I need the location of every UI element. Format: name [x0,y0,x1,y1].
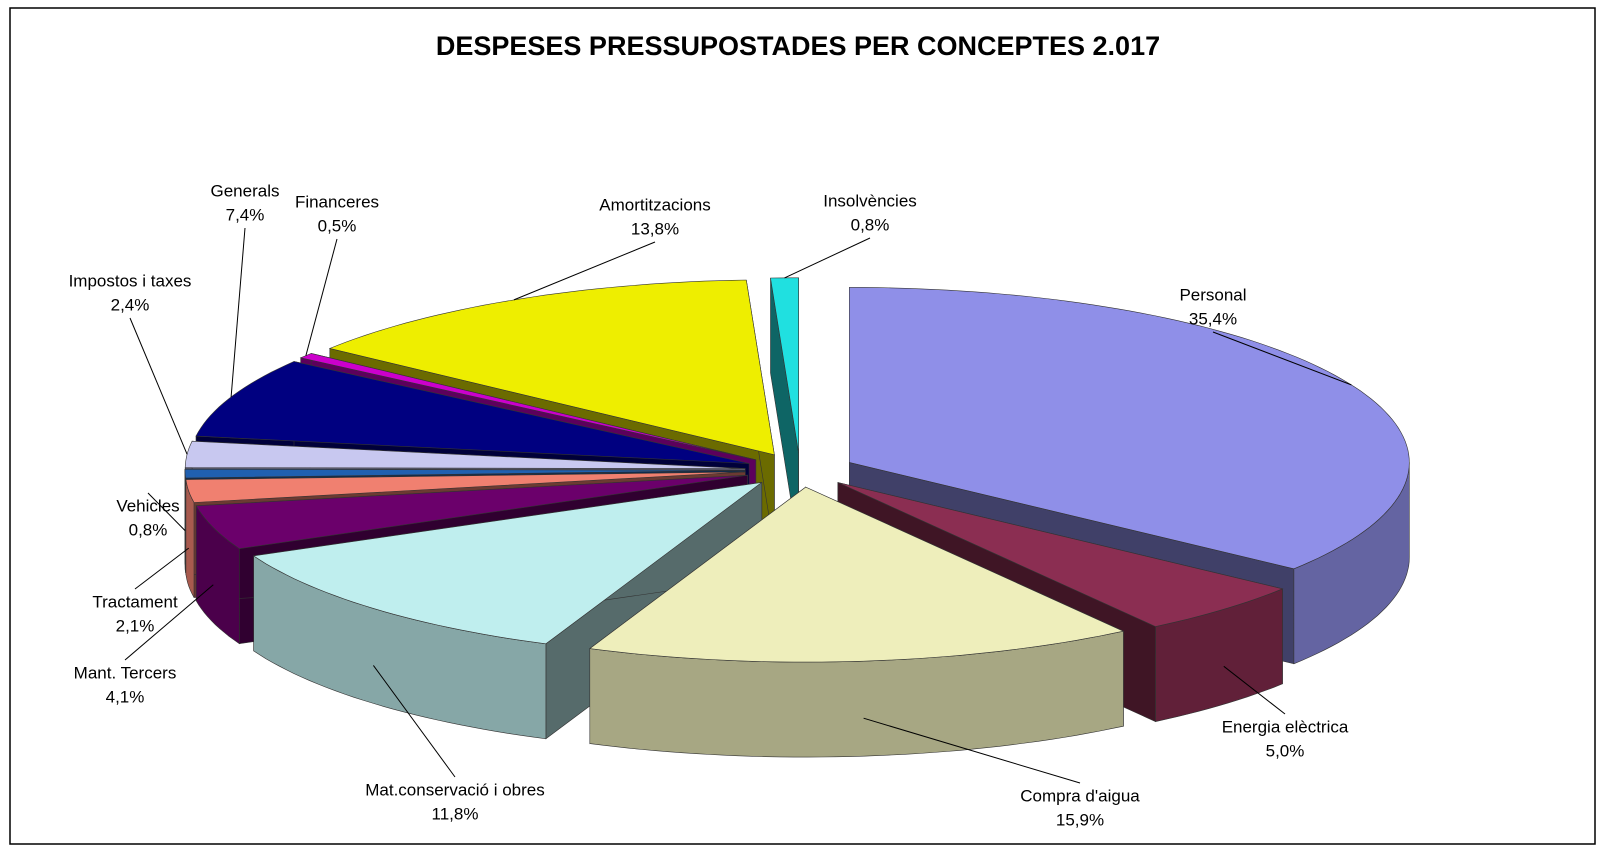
slice-label: Generals [211,181,280,200]
slice-label: Compra d'aigua [1020,786,1140,805]
slice-value-label: 4,1% [106,687,145,706]
leader-line [1223,665,1286,715]
leader-line [513,241,656,301]
slice-top [185,471,746,503]
slice-top [589,486,1125,663]
pie-slice [589,486,1125,758]
pie-slice [252,481,763,740]
slice-outer-wall [184,470,186,574]
leader-line [147,492,186,531]
slice-label: Personal [1179,285,1246,304]
slice-label: Energia elèctrica [1222,717,1349,736]
slice-value-label: 35,4% [1189,309,1237,328]
leader-line [863,717,1081,784]
slice-label: Tractament [92,592,178,611]
slice-value-label: 0,5% [318,216,357,235]
slice-top [195,474,748,550]
slice-label: Insolvències [823,191,917,210]
slice-value-label: 0,8% [851,215,890,234]
leader-line [372,665,456,778]
slice-top [849,287,1410,570]
leader-line [124,584,214,661]
slice-label: Impostos i taxes [69,271,192,290]
leader-line [230,227,246,398]
slice-value-label: 2,1% [116,616,155,635]
slice-label: Amortitzacions [599,195,710,214]
leader-line [305,238,338,356]
slice-label: Financeres [295,192,379,211]
slice-value-label: 11,8% [432,804,479,823]
slice-value-label: 5,0% [1266,741,1305,760]
slice-value-label: 2,4% [111,295,150,314]
leader-line [1212,331,1352,386]
slice-value-label: 15,9% [1056,810,1104,829]
slice-label: Mant. Tercers [74,663,177,682]
slice-top [837,482,1284,627]
slice-value-label: 13,8% [631,219,679,238]
slice-value-label: 7,4% [226,205,265,224]
leader-line [784,237,871,279]
leader-line [129,317,188,455]
leader-line [134,547,190,590]
chart-title: DESPESES PRESSUPOSTADES PER CONCEPTES 2.… [436,31,1160,61]
slice-top [184,468,746,479]
slice-label: Mat.conservació i obres [365,780,545,799]
slice-top [252,482,762,645]
slice-value-label: 0,8% [129,520,168,539]
slice-label: Vehicles [116,496,179,515]
